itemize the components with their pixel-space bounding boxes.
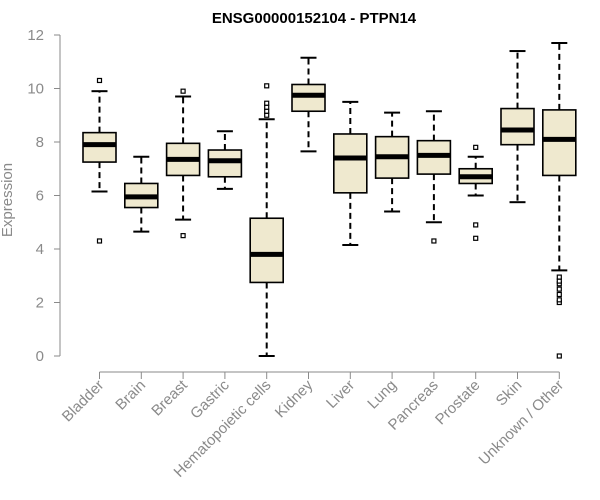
x-tick-label: Kidney [272,376,317,421]
y-tick-label: 0 [36,348,44,365]
outlier-point [556,297,562,303]
box-bladder [82,77,117,244]
box-gastric [207,130,243,190]
x-tick-label: Skin [493,377,526,410]
x-tick-label: Breast [148,376,191,419]
outlier-point [180,233,186,239]
boxes-group [82,42,577,359]
box-rect [332,133,368,194]
x-tick-label: Bladder [59,377,108,426]
outlier-point [96,77,103,84]
y-tick-label: 8 [36,134,44,151]
outlier-point [264,112,270,118]
y-tick-label: 4 [36,241,44,258]
outlier-point [431,238,437,244]
box-liver [332,100,368,246]
box-rect [541,109,577,177]
y-tick-label: 2 [36,295,44,312]
outlier-point [180,88,186,94]
box-rect [82,131,117,163]
box-breast [165,88,201,239]
x-tick-label: Liver [323,377,358,412]
box-skin [500,50,535,204]
x-tick-label: Lung [364,377,400,413]
x-tick-label: Prostate [432,377,484,429]
x-tick-label: Brain [112,377,149,414]
y-tick-label: 12 [27,27,44,44]
y-tick-label: 6 [36,188,44,205]
y-axis-ticks: 0 2 4 6 8 10 12 [27,27,60,365]
outlier-point [264,104,270,110]
y-tick-label: 10 [27,81,44,98]
outlier-point [556,286,562,292]
outlier-point [556,274,562,280]
box-rect [249,217,284,284]
outlier-point [556,291,562,298]
box-prostate [458,144,494,241]
box-rect [500,107,535,146]
outlier-point [473,222,479,228]
box-unknown-other [541,42,577,359]
chart-title: ENSG00000152104 - PTPN14 [212,10,417,27]
outlier-point [556,278,562,284]
box-brain [124,155,159,233]
outlier-point [96,238,103,244]
outlier-point [473,144,479,150]
y-axis-label: Expression [0,163,16,237]
outlier-point [556,353,562,359]
box-hematopoietic-cells [249,83,284,357]
outlier-point [473,235,479,241]
outlier-point [264,108,270,114]
box-pancreas [416,110,452,244]
outlier-point [264,83,270,89]
box-rect [291,83,326,113]
box-lung [374,111,410,213]
box-rect [207,149,243,178]
outlier-point [264,100,270,106]
box-kidney [291,56,326,153]
